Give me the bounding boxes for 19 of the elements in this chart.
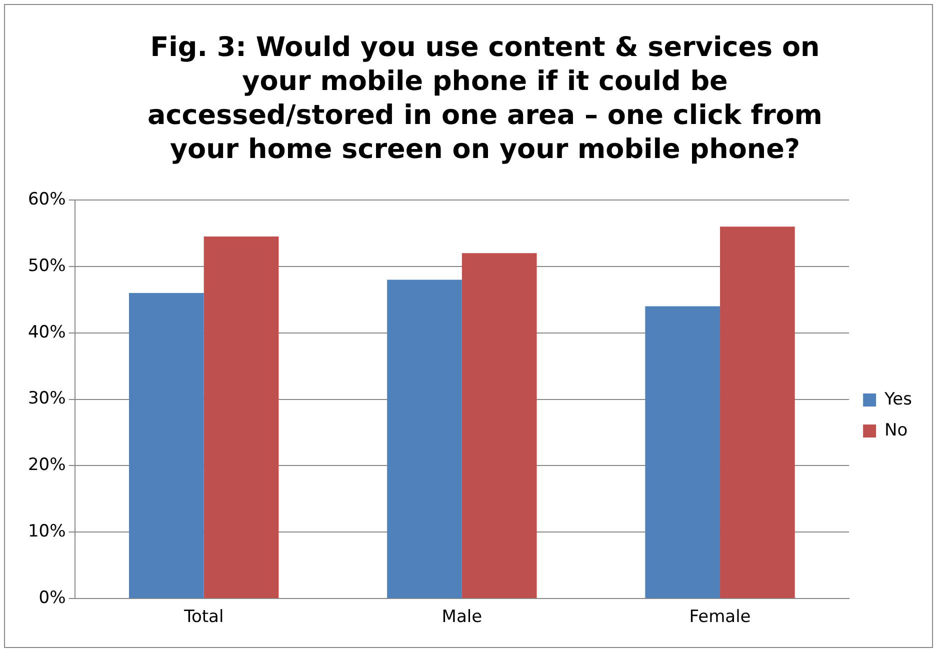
- bar: [128, 293, 204, 598]
- bar: [645, 306, 720, 598]
- y-tick-label: 40%: [28, 322, 66, 342]
- y-tick-label: 50%: [28, 256, 66, 276]
- chart-title: Fig. 3: Would you use content & services on your mobile phone if it could be accessed/stored in one area – one click from your home screen on your mobile phone?: [146, 31, 824, 167]
- y-tick-label: 20%: [28, 455, 66, 476]
- y-tick-label: 0%: [38, 588, 66, 608]
- x-tick-label: Male: [442, 607, 482, 628]
- y-tick-label: 30%: [28, 388, 66, 409]
- y-tick-label: 60%: [28, 189, 66, 210]
- x-tick-label: Total: [182, 607, 224, 628]
- bar: [462, 253, 537, 598]
- bar: [204, 236, 279, 598]
- bar: [387, 280, 462, 598]
- x-tick-label: Female: [689, 607, 751, 628]
- legend-label: Yes: [884, 389, 912, 410]
- legend-label: No: [884, 420, 908, 440]
- y-tick-label: 10%: [28, 522, 66, 542]
- bar: [720, 226, 795, 598]
